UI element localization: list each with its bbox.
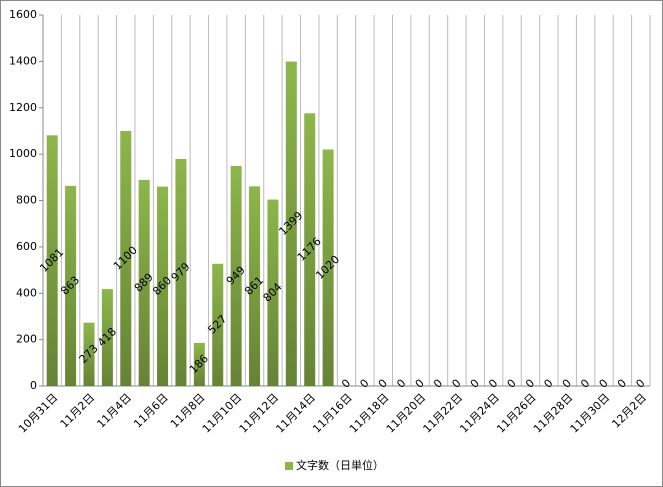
bar <box>322 149 334 386</box>
bar <box>267 199 279 386</box>
bar <box>249 186 261 386</box>
y-tick-label: 600 <box>16 240 37 253</box>
y-tick-label: 800 <box>16 194 37 207</box>
bar <box>138 179 150 386</box>
y-tick-label: 1000 <box>9 147 37 160</box>
bar <box>157 186 169 386</box>
bar <box>46 135 58 386</box>
bar <box>65 185 77 386</box>
bar <box>304 113 316 386</box>
y-tick-label: 400 <box>16 286 37 299</box>
bar <box>285 61 297 387</box>
bar <box>101 289 113 386</box>
legend-label: 文字数（日単位） <box>296 458 384 472</box>
bar <box>175 158 187 386</box>
bar <box>230 165 242 386</box>
y-tick-label: 0 <box>30 379 37 392</box>
y-tick-label: 1200 <box>9 101 37 114</box>
y-tick-label: 200 <box>16 333 37 346</box>
y-tick-label: 1600 <box>9 8 37 21</box>
legend-swatch <box>285 462 293 470</box>
bar <box>120 130 132 386</box>
y-tick-label: 1400 <box>9 54 37 67</box>
bar <box>83 322 95 386</box>
bar <box>212 263 224 386</box>
bar <box>193 342 205 386</box>
